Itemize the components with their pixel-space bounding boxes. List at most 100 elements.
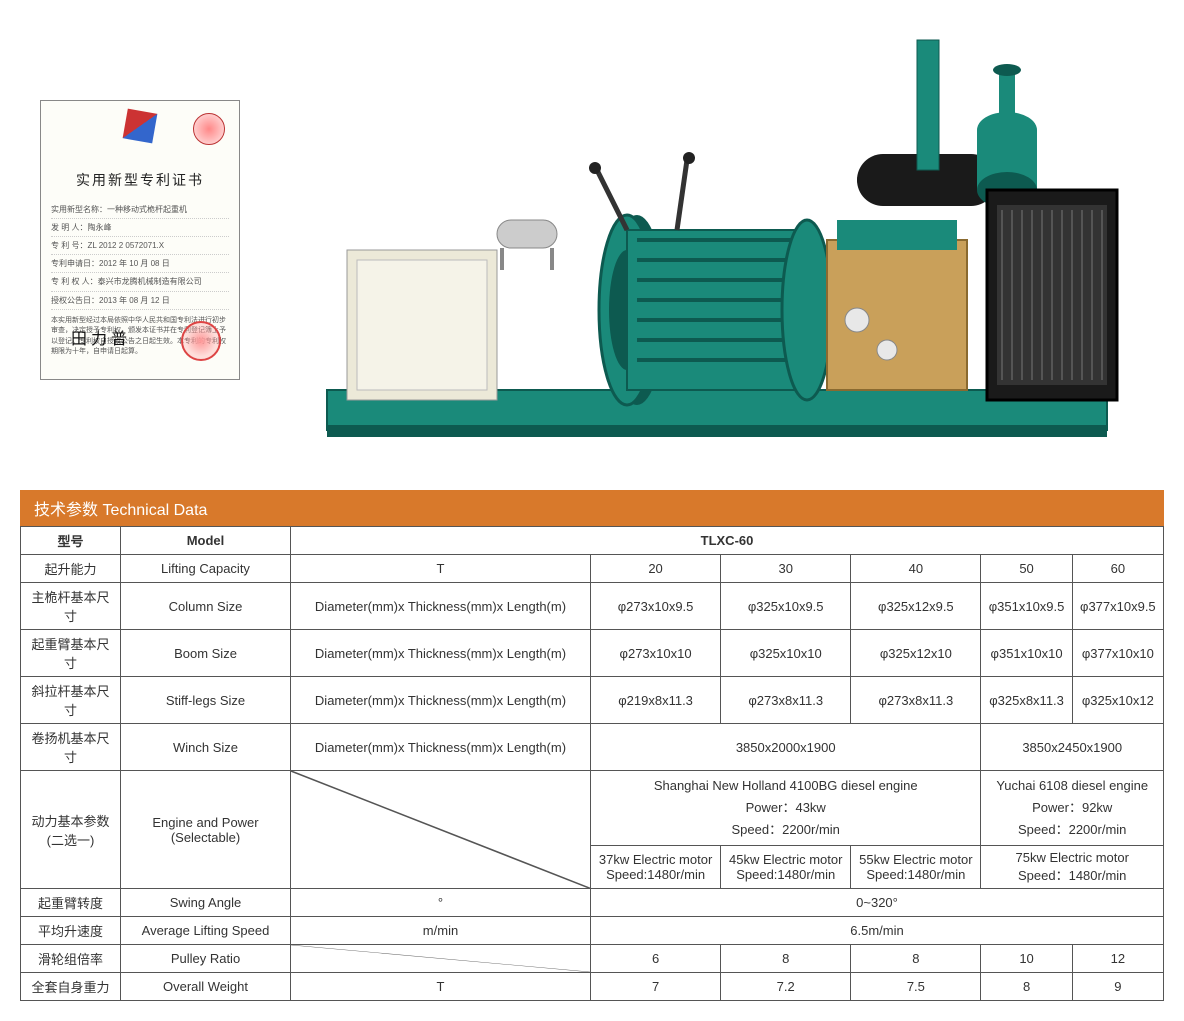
label-en: Winch Size [121, 724, 291, 771]
value-cell: 20 [591, 555, 721, 583]
value-cell: φ273x10x9.5 [591, 583, 721, 630]
value-cell: 50 [981, 555, 1072, 583]
header-en: Technical Data [102, 502, 207, 519]
spec-table: 型号 Model TLXC-60 起升能力 Lifting Capacity T… [20, 526, 1164, 1001]
label-cn: 型号 [21, 527, 121, 555]
unit-cell: T [291, 555, 591, 583]
value-cell: φ219x8x11.3 [591, 677, 721, 724]
cert-line: 发 明 人：陶永峰 [51, 219, 229, 237]
label-en: Average Lifting Speed [121, 917, 291, 945]
diagonal-cell [291, 945, 591, 973]
cert-line: 专 利 权 人：泰兴市龙腾机械制造有限公司 [51, 273, 229, 291]
engine-speed: Speed：2200r/min [987, 819, 1157, 841]
table-row: 起重臂转度 Swing Angle ° 0~320° [21, 889, 1164, 917]
value-cell: 8 [981, 973, 1072, 1001]
table-row: 卷扬机基本尺寸 Winch Size Diameter(mm)x Thickne… [21, 724, 1164, 771]
table-row: 起升能力 Lifting Capacity T 20 30 40 50 60 [21, 555, 1164, 583]
label-en: Stiff-legs Size [121, 677, 291, 724]
table-row: 平均升速度 Average Lifting Speed m/min 6.5m/m… [21, 917, 1164, 945]
value-cell: 10 [981, 945, 1072, 973]
unit-cell: Diameter(mm)x Thickness(mm)x Length(m) [291, 583, 591, 630]
value-cell: 40 [851, 555, 981, 583]
label-cn: 起升能力 [21, 555, 121, 583]
value-cell: φ351x10x10 [981, 630, 1072, 677]
label-cn: 主桅杆基本尺寸 [21, 583, 121, 630]
engine-electric: 37kw Electric motor Speed:1480r/min [591, 846, 721, 889]
machine-illustration [280, 20, 1144, 460]
label-en: Engine and Power (Selectable) [121, 771, 291, 889]
value-cell: φ377x10x10 [1072, 630, 1163, 677]
value-cell: 12 [1072, 945, 1163, 973]
hero-section: 实用新型专利证书 实用新型名称：一种移动式桅杆起重机 发 明 人：陶永峰 专 利… [20, 20, 1164, 460]
cert-title: 实用新型专利证书 [51, 171, 229, 191]
value-cell: 3850x2450x1900 [981, 724, 1164, 771]
engine-electric: 45kw Electric motor Speed:1480r/min [721, 846, 851, 889]
value-cell: 9 [1072, 973, 1163, 1001]
unit-cell: ° [291, 889, 591, 917]
value-cell: 60 [1072, 555, 1163, 583]
unit-cell: Diameter(mm)x Thickness(mm)x Length(m) [291, 724, 591, 771]
unit-cell: T [291, 973, 591, 1001]
table-row: 全套自身重力 Overall Weight T 7 7.2 7.5 8 9 [21, 973, 1164, 1001]
value-cell: φ351x10x9.5 [981, 583, 1072, 630]
diagonal-cell [291, 771, 591, 889]
engine-power: Power：43kw [597, 797, 974, 819]
value-cell: φ273x8x11.3 [851, 677, 981, 724]
label-en: Swing Angle [121, 889, 291, 917]
value-cell: φ273x8x11.3 [721, 677, 851, 724]
value-cell: φ325x10x9.5 [721, 583, 851, 630]
engine-diesel-2: Yuchai 6108 diesel engine Power：92kw Spe… [981, 771, 1164, 846]
value-cell: φ325x8x11.3 [981, 677, 1072, 724]
value-cell: φ325x10x12 [1072, 677, 1163, 724]
label-en: Model [121, 527, 291, 555]
label-en: Column Size [121, 583, 291, 630]
technical-data-header: 技术参数 Technical Data [20, 490, 1164, 526]
engine-speed: Speed：2200r/min [597, 819, 974, 841]
value-cell: 7 [591, 973, 721, 1001]
label-cn: 斜拉杆基本尺寸 [21, 677, 121, 724]
value-cell: φ325x12x9.5 [851, 583, 981, 630]
model-value: TLXC-60 [291, 527, 1164, 555]
engine-name: Shanghai New Holland 4100BG diesel engin… [597, 775, 974, 797]
label-cn: 卷扬机基本尺寸 [21, 724, 121, 771]
label-en: Boom Size [121, 630, 291, 677]
table-row: 斜拉杆基本尺寸 Stiff-legs Size Diameter(mm)x Th… [21, 677, 1164, 724]
table-row: 型号 Model TLXC-60 [21, 527, 1164, 555]
value-cell: 8 [721, 945, 851, 973]
value-cell: 6 [591, 945, 721, 973]
cert-logo-icon [123, 109, 158, 144]
label-cn: 滑轮组倍率 [21, 945, 121, 973]
label-cn: 起重臂基本尺寸 [21, 630, 121, 677]
value-cell: 8 [851, 945, 981, 973]
patent-certificate: 实用新型专利证书 实用新型名称：一种移动式桅杆起重机 发 明 人：陶永峰 专 利… [40, 100, 240, 380]
value-cell: 0~320° [591, 889, 1164, 917]
label-cn: 全套自身重力 [21, 973, 121, 1001]
header-cn: 技术参数 [34, 502, 98, 519]
unit-cell: Diameter(mm)x Thickness(mm)x Length(m) [291, 677, 591, 724]
label-en: Lifting Capacity [121, 555, 291, 583]
unit-cell: m/min [291, 917, 591, 945]
label-cn: 起重臂转度 [21, 889, 121, 917]
value-cell: 7.5 [851, 973, 981, 1001]
cert-line: 实用新型名称：一种移动式桅杆起重机 [51, 201, 229, 219]
table-row: 滑轮组倍率 Pulley Ratio 6 8 8 10 12 [21, 945, 1164, 973]
label-cn: 平均升速度 [21, 917, 121, 945]
engine-power: Power：92kw [987, 797, 1157, 819]
engine-diesel-1: Shanghai New Holland 4100BG diesel engin… [591, 771, 981, 846]
value-cell: 3850x2000x1900 [591, 724, 981, 771]
label-en: Overall Weight [121, 973, 291, 1001]
value-cell: φ377x10x9.5 [1072, 583, 1163, 630]
value-cell: 30 [721, 555, 851, 583]
label-cn: 动力基本参数 (二选一) [21, 771, 121, 889]
engine-name: Yuchai 6108 diesel engine [987, 775, 1157, 797]
table-row: 主桅杆基本尺寸 Column Size Diameter(mm)x Thickn… [21, 583, 1164, 630]
cert-line: 授权公告日：2013 年 08 月 12 日 [51, 292, 229, 310]
label-en: Pulley Ratio [121, 945, 291, 973]
cert-stamp-icon [181, 321, 221, 361]
cert-line: 专利申请日：2012 年 10 月 08 日 [51, 255, 229, 273]
value-cell: φ325x10x10 [721, 630, 851, 677]
cert-signature: 田 力 普 [71, 329, 127, 351]
unit-cell: Diameter(mm)x Thickness(mm)x Length(m) [291, 630, 591, 677]
cert-line: 专 利 号：ZL 2012 2 0572071.X [51, 237, 229, 255]
value-cell: 7.2 [721, 973, 851, 1001]
